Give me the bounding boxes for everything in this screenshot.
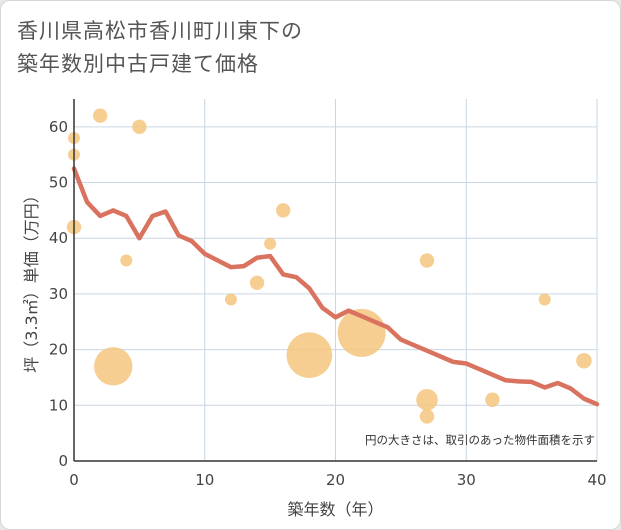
y-tick-label-0: 0 <box>58 452 68 470</box>
x-tick-label-3: 30 <box>457 471 476 489</box>
bubble-17 <box>538 293 551 306</box>
y-tick-label-5: 50 <box>49 174 68 192</box>
chart-title-line-1: 香川県高松市香川町川東下の <box>17 19 303 43</box>
y-axis-label: 坪（3.3㎡）単価（万円） <box>22 187 41 372</box>
bubble-13 <box>419 253 435 268</box>
chart-title-line-2: 築年数別中古戸建て価格 <box>17 52 259 76</box>
y-tick-label-3: 30 <box>49 285 68 303</box>
bubble-8 <box>249 275 265 290</box>
x-tick-label-2: 20 <box>326 471 345 489</box>
y-tick-label-6: 60 <box>49 118 68 136</box>
bubble-10 <box>276 203 291 218</box>
bubble-size-note: 円の大きさは、取引のあった物件面積を示す <box>365 433 595 447</box>
bubble-7 <box>224 293 237 306</box>
y-tick-label-1: 10 <box>49 396 68 414</box>
x-tick-labels: 0 10 20 30 40 <box>69 471 606 489</box>
x-tick-label-0: 0 <box>69 471 79 489</box>
y-tick-label-2: 20 <box>49 341 68 359</box>
trend-line <box>71 166 600 407</box>
bubble-6 <box>132 119 147 135</box>
x-tick-label-4: 40 <box>587 471 606 489</box>
bubble-9 <box>264 237 277 250</box>
trend-line-group <box>71 166 600 407</box>
y-tick-label-4: 40 <box>49 229 68 247</box>
bubble-18 <box>576 352 592 369</box>
bubble-5 <box>120 254 133 267</box>
y-tick-labels: 0 10 20 30 40 50 60 <box>49 118 68 470</box>
axes <box>73 99 597 462</box>
grid-lines <box>73 99 598 462</box>
bubble-14 <box>416 388 438 411</box>
x-tick-label-1: 10 <box>195 471 214 489</box>
bubble-16 <box>485 392 500 407</box>
bubble-15 <box>419 409 435 424</box>
bubble-11 <box>286 332 333 378</box>
bubble-3 <box>92 108 108 123</box>
chart-title: 香川県高松市香川町川東下の 築年数別中古戸建て価格 <box>17 15 303 81</box>
x-axis-label: 築年数（年） <box>287 500 383 519</box>
bubble-4 <box>94 347 133 386</box>
